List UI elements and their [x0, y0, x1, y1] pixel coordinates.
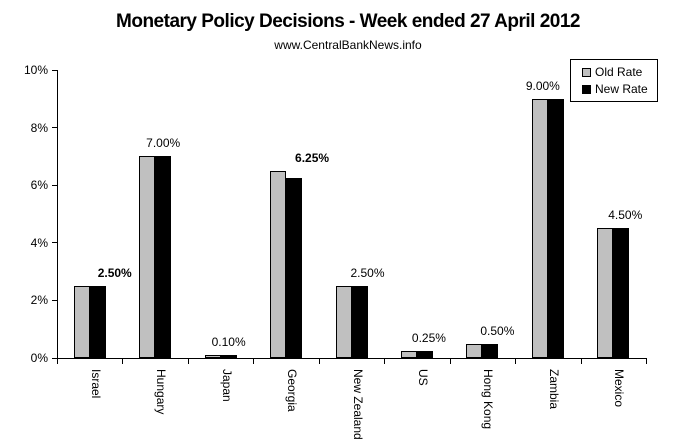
legend: Old Rate New Rate	[570, 59, 658, 102]
bar-value-label: 0.25%	[411, 331, 446, 345]
bar-old-rate	[270, 171, 287, 358]
x-axis-tick	[57, 358, 58, 364]
x-axis-category-label: Hungary	[154, 369, 169, 415]
x-axis-category-label: Japan	[219, 369, 234, 402]
bar-value-label: 6.25%	[295, 151, 330, 165]
x-axis-category-label: US	[415, 369, 430, 386]
x-axis-category-label: New Zealand	[350, 369, 365, 440]
bar-old-rate	[73, 286, 90, 358]
x-axis-tick	[253, 358, 255, 364]
bar-new-rate	[547, 99, 564, 358]
y-axis-tick	[52, 299, 58, 301]
x-axis-tick	[122, 358, 124, 364]
bar-new-rate	[286, 178, 303, 358]
old-rate-swatch-icon	[582, 67, 591, 77]
bar-value-label: 2.50%	[97, 266, 132, 280]
legend-label-new-rate: New Rate	[595, 82, 648, 96]
x-axis-tick	[580, 358, 582, 364]
y-axis-label: 4%	[30, 235, 48, 250]
bar-new-rate	[613, 228, 630, 358]
x-axis-tick	[515, 358, 517, 364]
bar-new-rate	[351, 286, 368, 358]
bar-old-rate	[139, 156, 156, 358]
bar-value-label: 7.00%	[146, 136, 181, 150]
x-axis-category-label: Georgia	[285, 369, 300, 412]
x-axis-category-label: Zambia	[546, 369, 561, 410]
plot-area	[57, 70, 647, 359]
bar-old-rate	[204, 355, 221, 358]
bar-value-label: 9.00%	[525, 79, 560, 93]
y-axis-label: 8%	[30, 120, 48, 135]
bar-new-rate	[155, 156, 172, 358]
chart-subtitle: www.CentralBankNews.info	[274, 38, 422, 52]
y-axis-label: 0%	[30, 351, 48, 365]
x-axis-tick	[384, 358, 386, 364]
y-axis-tick	[52, 357, 58, 359]
bar-new-rate	[416, 351, 433, 358]
y-axis-label: 6%	[30, 178, 48, 193]
bar-new-rate	[482, 344, 499, 358]
y-axis-label: 2%	[30, 293, 48, 308]
x-axis-tick	[646, 358, 647, 364]
legend-item-new-rate: New Rate	[582, 82, 657, 96]
bar-new-rate	[89, 286, 106, 358]
bar-value-label: 4.50%	[608, 208, 643, 222]
x-axis-tick	[318, 358, 320, 364]
y-axis-tick	[52, 127, 58, 129]
bar-value-label: 2.50%	[350, 266, 385, 280]
y-axis-tick	[52, 242, 58, 244]
x-axis-tick	[187, 358, 189, 364]
bar-old-rate	[531, 99, 548, 358]
legend-item-old-rate: Old Rate	[582, 65, 657, 79]
bar-old-rate	[466, 344, 483, 358]
bar-old-rate	[335, 286, 352, 358]
bar-value-label: 0.10%	[211, 335, 246, 349]
y-axis-label: 10%	[23, 63, 48, 77]
x-axis-category-label: Hong Kong	[481, 369, 496, 430]
bar-old-rate	[597, 228, 614, 358]
bar-new-rate	[220, 355, 237, 358]
y-axis-tick	[52, 184, 58, 186]
legend-label-old-rate: Old Rate	[595, 65, 643, 79]
y-axis-tick	[52, 69, 58, 71]
x-axis-category-label: Mexico	[612, 369, 627, 408]
bar-old-rate	[400, 351, 417, 358]
bar-value-label: 0.50%	[480, 324, 515, 338]
chart-title: Monetary Policy Decisions - Week ended 2…	[116, 11, 580, 32]
x-axis-tick	[449, 358, 451, 364]
x-axis-category-label: Israel	[88, 369, 103, 399]
new-rate-swatch-icon	[582, 84, 591, 94]
